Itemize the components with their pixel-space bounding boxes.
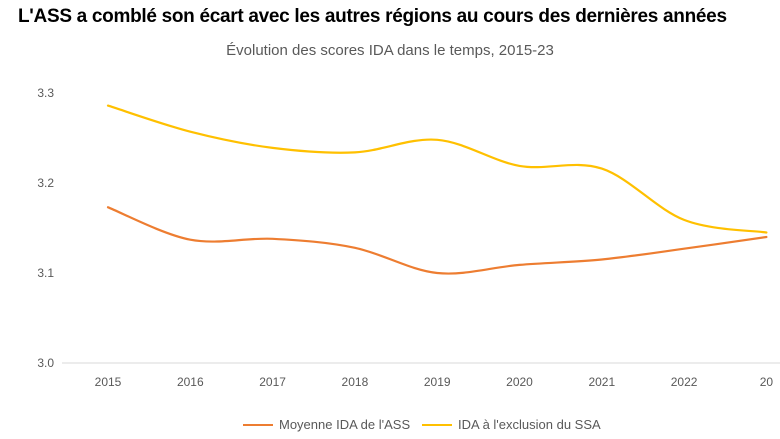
x-tick-label: 2019 (424, 375, 451, 389)
y-tick-label: 3.0 (37, 356, 54, 370)
x-tick-label: 20 (760, 375, 774, 389)
x-tick-label: 2015 (95, 375, 122, 389)
page-headline: L'ASS a comblé son écart avec les autres… (18, 6, 727, 27)
x-axis-ticks: 2015 2016 2017 2018 2019 2020 2021 2022 20 (95, 375, 774, 389)
y-tick-label: 3.3 (37, 86, 54, 100)
legend-swatch-excl-ssa (422, 423, 452, 426)
y-tick-label: 3.2 (37, 176, 54, 190)
x-tick-label: 2018 (342, 375, 369, 389)
x-tick-label: 2017 (259, 375, 286, 389)
legend-item-ass: Moyenne IDA de l'ASS (243, 417, 410, 432)
series-line-excl-ssa (106, 104, 768, 234)
x-tick-label: 2016 (177, 375, 204, 389)
legend-swatch-ass (243, 423, 273, 426)
y-axis-ticks: 3.0 3.1 3.2 3.3 (37, 86, 54, 370)
y-tick-label: 3.1 (37, 266, 54, 280)
series-line-ass (106, 206, 768, 275)
chart-title: Évolution des scores IDA dans le temps, … (226, 42, 554, 59)
x-tick-label: 2021 (588, 375, 615, 389)
x-tick-label: 2020 (506, 375, 533, 389)
legend-item-excl-ssa: IDA à l'exclusion du SSA (422, 417, 601, 432)
chart-legend: Moyenne IDA de l'ASS IDA à l'exclusion d… (0, 417, 780, 437)
legend-label-excl-ssa: IDA à l'exclusion du SSA (458, 417, 601, 432)
line-chart: 3.03.13.23.3 2015 2016 2017 2018 2019 2020 202… (37, 86, 780, 389)
x-tick-label: 2022 (671, 375, 698, 389)
series-lines (106, 104, 768, 275)
legend-label-ass: Moyenne IDA de l'ASS (279, 417, 411, 432)
